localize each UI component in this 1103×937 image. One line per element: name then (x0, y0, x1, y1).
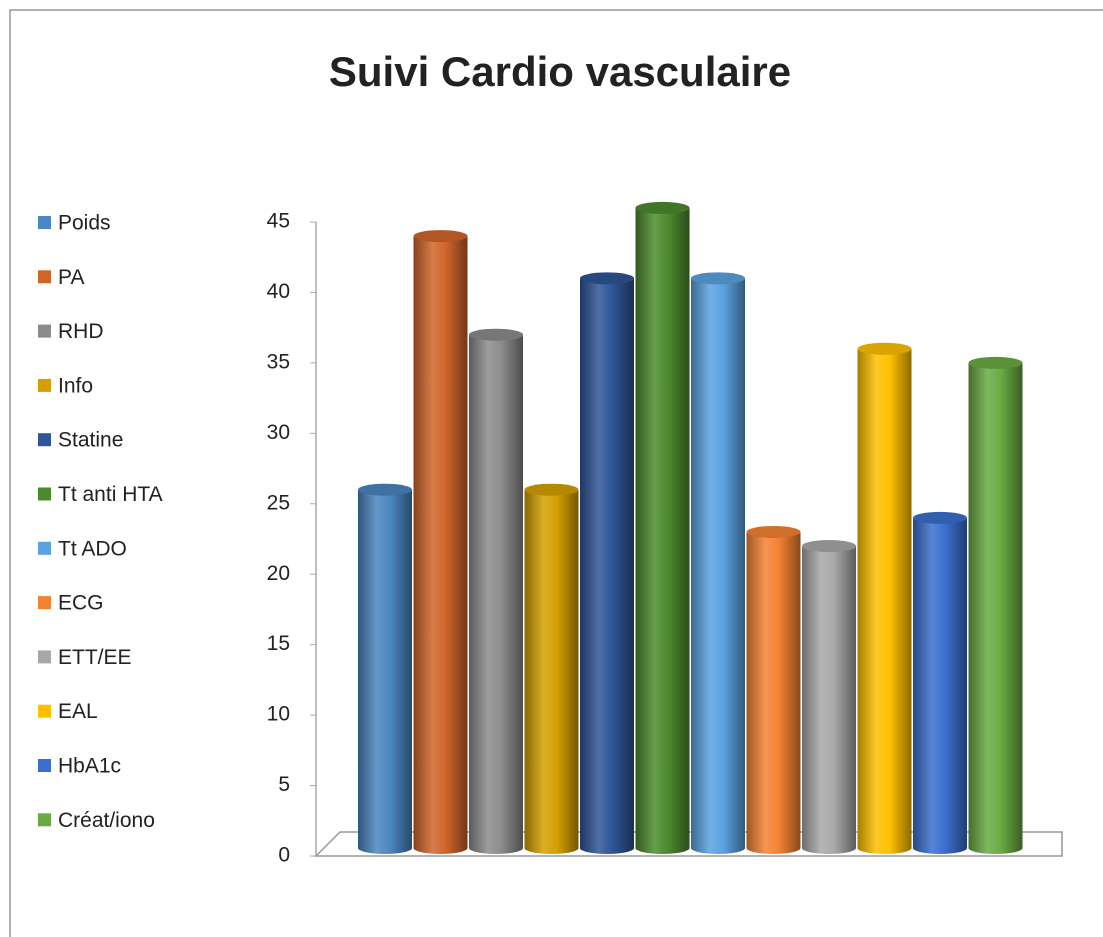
y-tick-label: 40 (267, 280, 290, 303)
bar (691, 278, 745, 854)
bar (746, 531, 801, 855)
bar-top (857, 342, 912, 355)
bar (635, 207, 690, 855)
legend-label: HbA1c (58, 755, 121, 778)
legend-label: Tt ADO (58, 537, 127, 560)
legend-label: EAL (58, 700, 98, 723)
legend-swatch (38, 216, 51, 229)
bar (802, 546, 856, 854)
legend-label: ETT/EE (58, 646, 132, 669)
legend-label: Statine (58, 429, 123, 452)
legend-swatch (38, 541, 51, 555)
y-tick-label: 10 (267, 703, 290, 726)
legend-label: ECG (58, 592, 104, 615)
legend-swatch (38, 813, 51, 827)
legend-swatch (38, 270, 51, 284)
legend-label: Poids (58, 212, 111, 235)
legend-swatch (38, 378, 51, 392)
bar-top (524, 483, 579, 496)
y-tick-label: 15 (267, 632, 290, 655)
bar (413, 236, 468, 855)
legend-swatch (38, 487, 51, 501)
bar-top (913, 511, 967, 524)
bar (469, 334, 523, 854)
legend-label: Tt anti HTA (58, 483, 163, 506)
y-tick-label: 0 (278, 844, 290, 867)
legend-swatch (38, 650, 51, 664)
legend-label: Info (58, 374, 93, 397)
bar-top (413, 230, 468, 243)
legend-label: RHD (58, 320, 104, 343)
legend-swatch (38, 324, 51, 338)
bar (857, 348, 912, 854)
bar-top (746, 525, 801, 538)
bar-top (358, 483, 412, 496)
bar (913, 517, 967, 854)
chart-frame (9, 9, 1103, 937)
legend-swatch (38, 433, 51, 447)
legend-swatch (38, 596, 51, 610)
bar-top (802, 540, 856, 553)
y-tick-label: 20 (267, 562, 290, 585)
bar (524, 489, 579, 855)
legend-label: Créat/iono (58, 809, 155, 832)
y-tick-label: 35 (267, 350, 290, 373)
bar-top (580, 272, 634, 285)
bar (358, 489, 412, 854)
y-tick-label: 25 (267, 491, 290, 514)
y-tick-label: 45 (267, 210, 290, 233)
bar-top (469, 328, 523, 341)
y-tick-label: 30 (267, 421, 290, 444)
chart-title: Suivi Cardio vasculaire (329, 48, 791, 95)
y-tick-label: 5 (278, 773, 290, 796)
bar-top (968, 356, 1023, 369)
bar-top (691, 272, 745, 285)
bar-top (635, 201, 690, 214)
bar (968, 362, 1023, 855)
legend-swatch (38, 704, 51, 718)
legend-label: PA (58, 266, 84, 289)
bar (580, 278, 634, 854)
legend-swatch (38, 759, 51, 772)
